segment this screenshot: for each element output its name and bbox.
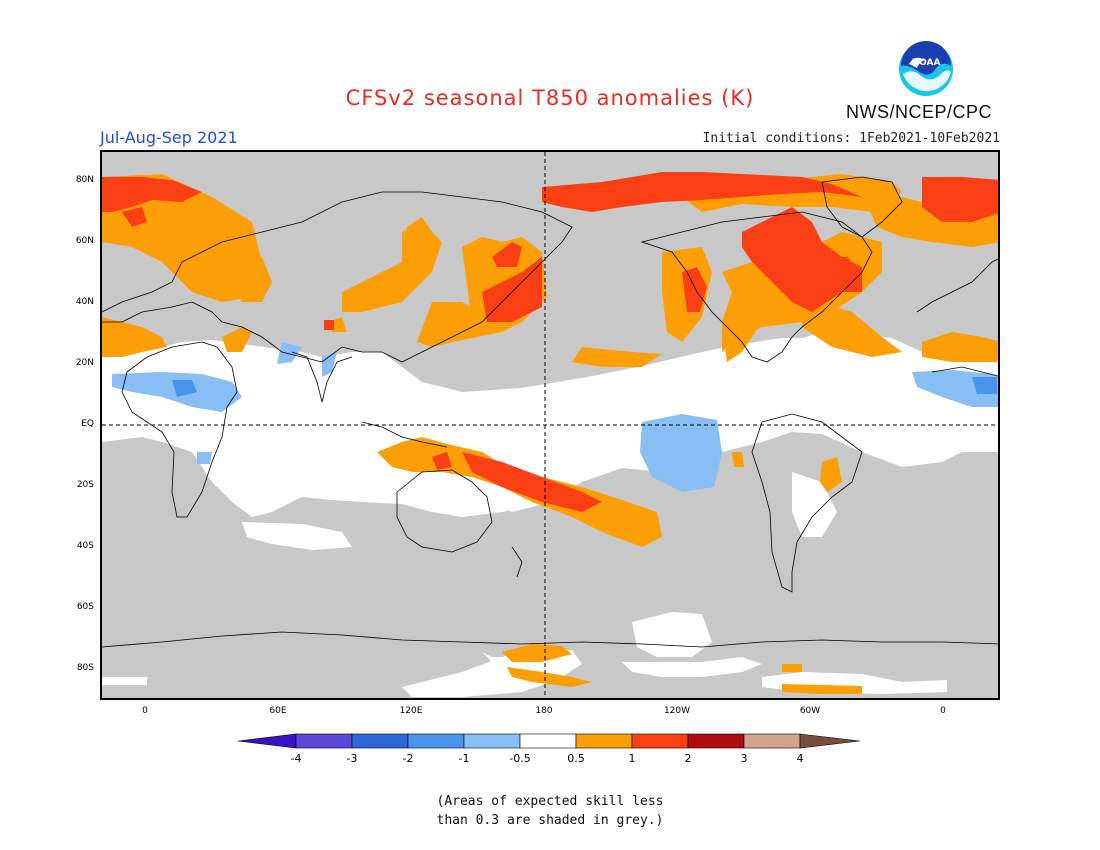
colorbar-label: 0.5: [567, 752, 585, 765]
lat-label-60s: 60S: [76, 602, 94, 612]
anomaly-map-canvas: [102, 152, 998, 698]
lat-label-40n: 40N: [75, 297, 94, 307]
agency-label: NWS/NCEP/CPC: [846, 102, 993, 122]
logo-text: NOAA: [912, 58, 941, 68]
colorbar-segment: [743, 733, 801, 749]
colorbar-label: -4: [290, 752, 302, 765]
colorbar: [238, 733, 861, 749]
lon-label-120w: 120W: [663, 706, 691, 716]
lon-label-0-right: 0: [940, 706, 946, 716]
lon-label-180: 180: [535, 706, 553, 716]
colorbar-segment: [407, 733, 465, 749]
lon-label-60e: 60E: [269, 706, 287, 716]
map-title: CFSv2 seasonal T850 anomalies (K): [345, 86, 755, 110]
colorbar-arrow-high: [799, 733, 861, 749]
colorbar-label: -0.5: [509, 752, 531, 765]
strong-warm-anomaly-regions: [102, 172, 998, 512]
footnote: (Areas of expected skill less than 0.3 a…: [0, 792, 1100, 830]
colorbar-segment: [575, 733, 633, 749]
colorbar-segment: [463, 733, 521, 749]
colorbar-segment: [351, 733, 409, 749]
lat-label-20n: 20N: [75, 358, 94, 368]
footnote-line-2: than 0.3 are shaded in grey.): [436, 813, 664, 828]
initial-conditions-label: Initial conditions: 1Feb2021-10Feb2021: [702, 131, 1000, 146]
lat-label-80n: 80N: [75, 175, 94, 185]
colorbar-segment: [295, 733, 353, 749]
colorbar-segment: [687, 733, 745, 749]
moderate-cool-anomaly-regions: [172, 377, 997, 397]
lat-label-40s: 40S: [76, 541, 94, 551]
colorbar-label: -2: [402, 752, 414, 765]
colorbar-arrow-low: [238, 733, 297, 749]
colorbar-label: 2: [684, 752, 692, 765]
noaa-logo: NOAA: [899, 41, 953, 96]
lon-label-60w: 60W: [799, 706, 821, 716]
colorbar-label: 1: [628, 752, 636, 765]
colorbar-label: 3: [740, 752, 748, 765]
colorbar-label: -1: [458, 752, 470, 765]
season-label: Jul-Aug-Sep 2021: [100, 128, 238, 147]
lon-label-0: 0: [142, 706, 148, 716]
anomaly-map: [100, 150, 1000, 700]
colorbar-segment: [631, 733, 689, 749]
lat-label-80s: 80S: [76, 663, 94, 673]
lat-label-20s: 20S: [76, 480, 94, 490]
colorbar-segment: [519, 733, 577, 749]
lon-label-120e: 120E: [399, 706, 423, 716]
coastlines: [102, 176, 998, 648]
colorbar-label: -3: [346, 752, 358, 765]
lat-label-60n: 60N: [75, 236, 94, 246]
colorbar-label: 4: [796, 752, 804, 765]
footnote-line-1: (Areas of expected skill less: [436, 794, 664, 809]
lat-label-eq: EQ: [81, 419, 94, 429]
